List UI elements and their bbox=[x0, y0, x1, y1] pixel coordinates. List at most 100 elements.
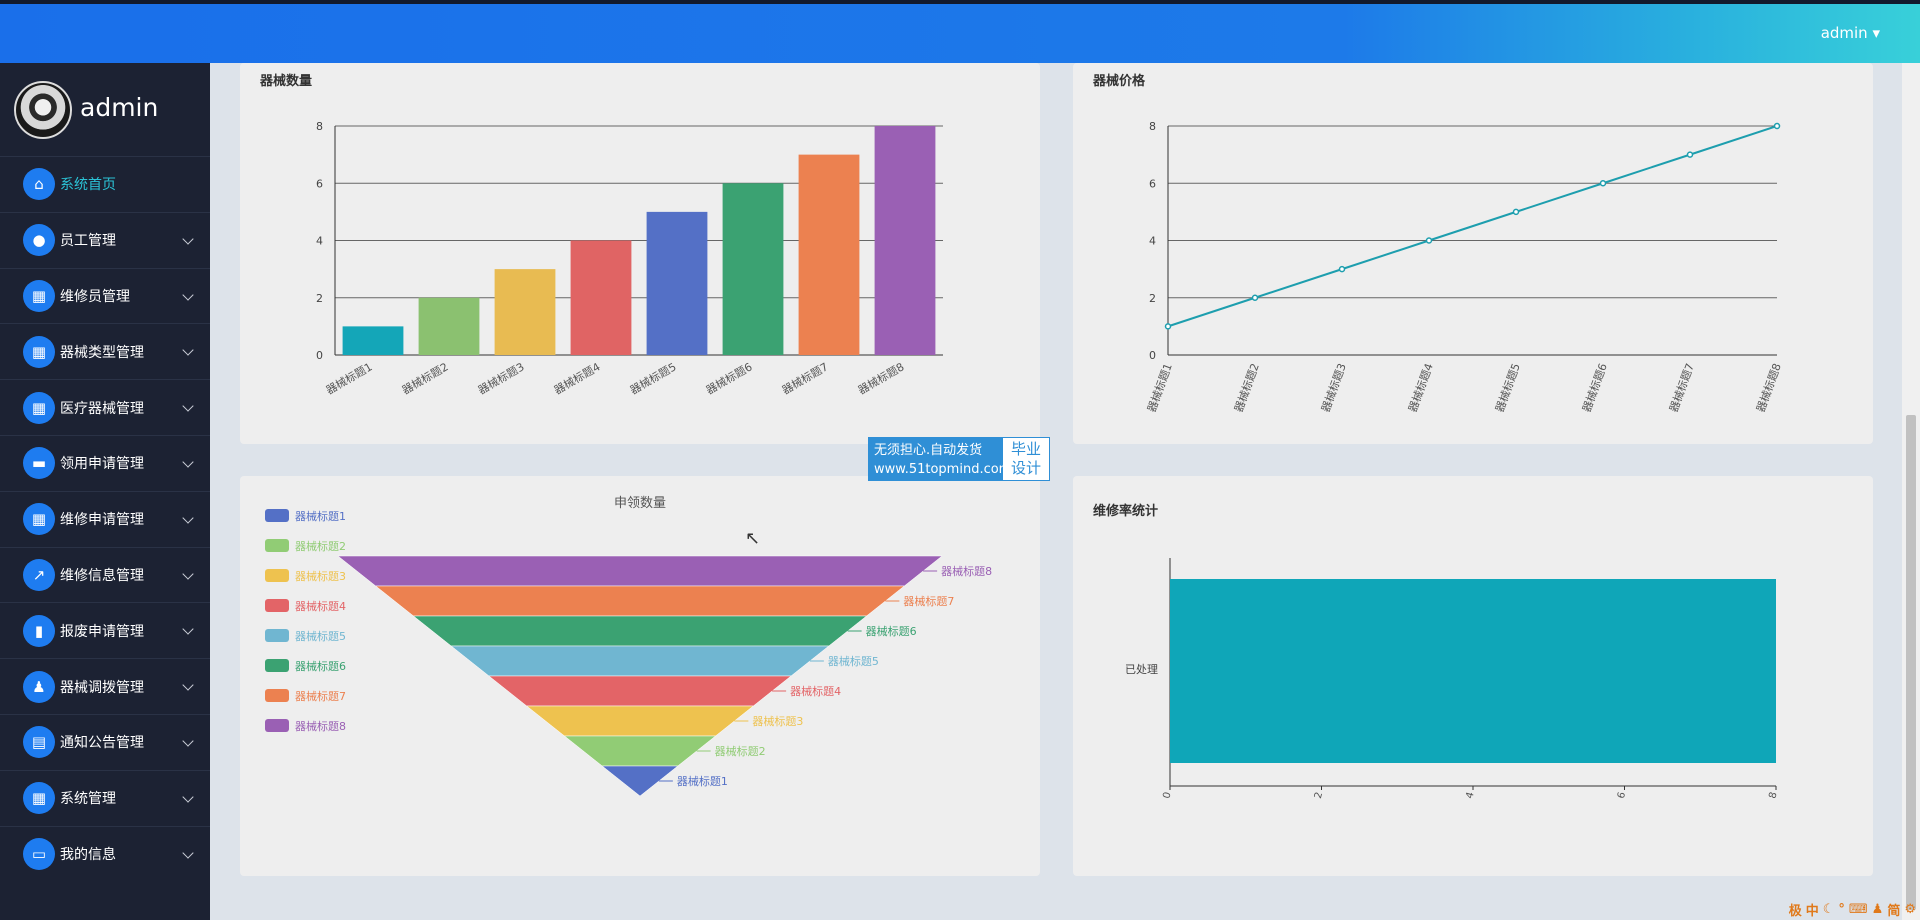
ime-toolbar-icon[interactable]: ⌨ bbox=[1848, 901, 1868, 917]
chevron-down-icon bbox=[182, 846, 194, 859]
bar bbox=[1170, 579, 1776, 763]
data-label: 器械标题3 bbox=[752, 714, 803, 728]
sidebar-item[interactable]: ▬ 领用申请管理 bbox=[0, 434, 210, 491]
page-scrollbar[interactable] bbox=[1902, 63, 1920, 920]
sidebar-item-label: 我的信息 bbox=[60, 846, 116, 863]
ime-toolbar-icon[interactable]: ⚙ bbox=[1904, 901, 1916, 917]
ime-toolbar-icon[interactable]: 简 bbox=[1887, 903, 1901, 919]
x-tick-label: 6 bbox=[1616, 791, 1628, 800]
legend-label: 器械标题2 bbox=[295, 539, 346, 553]
sidebar-item[interactable]: ▦ 医疗器械管理 bbox=[0, 379, 210, 435]
funnel-segment bbox=[450, 645, 830, 677]
legend-label: 器械标题1 bbox=[295, 509, 346, 523]
chevron-down-icon bbox=[182, 344, 194, 357]
y-tick-label: 6 bbox=[316, 177, 323, 190]
y-tick-label: 2 bbox=[316, 292, 323, 305]
ticket-icon: ▬ bbox=[23, 447, 55, 480]
card-icon: ▭ bbox=[23, 837, 55, 870]
y-tick-label: 8 bbox=[316, 120, 323, 133]
sidebar-item[interactable]: ⌂ 系统首页 bbox=[0, 156, 210, 212]
legend-swatch bbox=[265, 539, 289, 552]
legend-label: 器械标题8 bbox=[295, 719, 346, 733]
sidebar-item-label: 维修信息管理 bbox=[60, 567, 144, 584]
sidebar-item[interactable]: ▦ 维修员管理 bbox=[0, 267, 210, 324]
card-title: 器械数量 bbox=[260, 74, 313, 89]
sidebar-item-label: 医疗器械管理 bbox=[60, 400, 144, 417]
ime-toolbar-icon[interactable]: ☾ bbox=[1822, 901, 1835, 917]
legend-swatch bbox=[265, 629, 289, 642]
y-tick-label: 0 bbox=[316, 349, 323, 362]
y-tick-label: 4 bbox=[1149, 235, 1156, 248]
scrollbar-thumb[interactable] bbox=[1906, 415, 1916, 910]
sidebar-item-label: 器械调拨管理 bbox=[60, 679, 144, 696]
bar bbox=[494, 269, 556, 355]
sidebar-item[interactable]: ▦ 维修申请管理 bbox=[0, 490, 210, 547]
sidebar-item[interactable]: ▮ 报废申请管理 bbox=[0, 602, 210, 658]
chevron-down-icon bbox=[182, 791, 194, 803]
sidebar-item[interactable]: ♟ 器械调拨管理 bbox=[0, 658, 210, 714]
legend-swatch bbox=[265, 569, 289, 582]
legend-label: 器械标题7 bbox=[295, 689, 346, 703]
card-repair-rate: 维修率统计 已处理 0 2 4 6 8 bbox=[1073, 476, 1873, 876]
ime-toolbar-icon[interactable]: 中 bbox=[1805, 903, 1819, 919]
x-tick-label: 器械标题2 bbox=[1231, 361, 1262, 414]
bar bbox=[722, 183, 784, 355]
data-point bbox=[1686, 151, 1694, 158]
card-claim-count: 申领数量 器械标题1 器械标题2 器械标题3 器械标题4 器械标题5 器械标题6 器械标题7 器… bbox=[240, 476, 1040, 876]
card-equipment-count: 器械数量 0 2 4 6 8 器械标题1 器械标题2 器械标题3 器械标题4 器械标题5 器械标题6… bbox=[240, 63, 1040, 444]
bar bbox=[570, 240, 632, 355]
funnel-segment bbox=[488, 675, 792, 707]
x-tick-label: 器械标题3 bbox=[1318, 361, 1349, 414]
legend-label: 器械标题5 bbox=[295, 629, 346, 643]
x-tick-label: 器械标题7 bbox=[779, 359, 830, 397]
document-icon: ▤ bbox=[23, 726, 55, 759]
x-tick-label: 器械标题8 bbox=[855, 359, 906, 397]
legend-swatch bbox=[265, 719, 289, 732]
bar bbox=[874, 126, 936, 355]
sidebar-item[interactable]: ▦ 系统管理 bbox=[0, 769, 210, 826]
sidebar-item[interactable]: ▦ 器械类型管理 bbox=[0, 323, 210, 379]
ime-toolbar-icon[interactable]: 极 bbox=[1788, 903, 1802, 919]
watermark-side2: 设计 bbox=[1010, 459, 1041, 477]
legend-swatch bbox=[265, 659, 289, 672]
y-tick-label: 已处理 bbox=[1125, 663, 1158, 676]
chevron-down-icon bbox=[182, 233, 194, 245]
mouse-cursor-icon: ↖ bbox=[745, 528, 761, 549]
x-tick-label: 器械标题2 bbox=[399, 359, 450, 397]
chevron-down-icon bbox=[182, 567, 194, 580]
x-tick-label: 器械标题3 bbox=[475, 359, 526, 397]
ime-toolbar-icon[interactable]: ° bbox=[1838, 901, 1845, 917]
avatar bbox=[14, 81, 72, 139]
chevron-down-icon bbox=[182, 288, 194, 301]
x-tick-label: 器械标题5 bbox=[627, 359, 678, 397]
horizontal-bar-chart: 已处理 0 2 4 6 8 bbox=[1125, 558, 1780, 800]
bar bbox=[418, 297, 480, 355]
sidebar-item[interactable]: ▤ 通知公告管理 bbox=[0, 713, 210, 770]
legend-label: 器械标题6 bbox=[295, 659, 346, 673]
sidebar-item-label: 系统首页 bbox=[60, 177, 116, 194]
sidebar-item[interactable]: ● 员工管理 bbox=[0, 211, 210, 268]
chevron-down-icon bbox=[182, 623, 194, 636]
home-icon: ⌂ bbox=[23, 168, 55, 201]
user-menu[interactable]: admin ▾ bbox=[1821, 24, 1880, 42]
sidebar-menu: ⌂ 系统首页 ● 员工管理 ▦ 维修员管理 ▦ 器械类型管理 ▦ 医疗器械管理 ▬ 领用申请管理 ▦ 维修… bbox=[0, 156, 210, 881]
sidebar-item-label: 器械类型管理 bbox=[60, 344, 144, 361]
ime-toolbar-icon[interactable]: ♟ bbox=[1871, 901, 1884, 917]
sidebar-item[interactable]: ↗ 维修信息管理 bbox=[0, 546, 210, 603]
legend-swatch bbox=[265, 509, 289, 522]
data-label: 器械标题7 bbox=[903, 594, 954, 608]
header-username: admin bbox=[1820, 24, 1868, 42]
watermark-badge[interactable]: 无须担心.自动发货 www.51topmind.com 毕业 设计 bbox=[868, 437, 1050, 481]
x-tick-label: 4 bbox=[1464, 791, 1476, 800]
data-label: 器械标题4 bbox=[790, 684, 841, 698]
data-point bbox=[1251, 294, 1259, 301]
card-equipment-price: 器械价格 0 2 4 6 8 器械标题1 器械标题2 器械标题3 器械标题4 器械标题5 器械标题6… bbox=[1073, 63, 1873, 444]
legend-label: 器械标题3 bbox=[295, 569, 346, 583]
chevron-down-icon bbox=[182, 400, 194, 412]
x-tick-label: 器械标题6 bbox=[1579, 361, 1610, 414]
x-tick-label: 0 bbox=[1161, 791, 1173, 800]
sidebar-item-label: 系统管理 bbox=[60, 791, 116, 808]
sidebar-item[interactable]: ▭ 我的信息 bbox=[0, 825, 210, 882]
y-tick-label: 8 bbox=[1149, 120, 1156, 133]
line-chart: 0 2 4 6 8 器械标题1 器械标题2 器械标题3 器械标题4 器械标题5 器械标题6 器械标题7… bbox=[1144, 120, 1784, 414]
